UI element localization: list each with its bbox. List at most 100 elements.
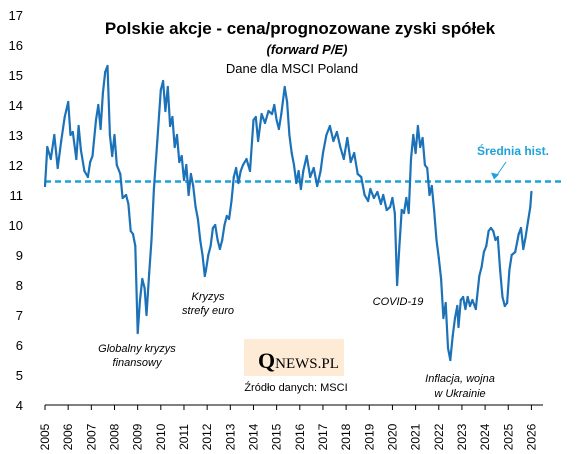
data-point xyxy=(196,217,199,221)
data-point xyxy=(209,244,212,248)
annotation-euro-crisis: Kryzys strefy euro xyxy=(182,291,234,317)
data-point xyxy=(150,238,153,242)
data-point xyxy=(423,163,426,167)
data-point xyxy=(141,277,144,281)
annotation-covid-line1: COVID-19 xyxy=(373,296,424,308)
data-point xyxy=(451,334,454,338)
annotation-financial-crisis: Globalny kryzys finansowy xyxy=(98,343,176,369)
data-point xyxy=(433,208,436,212)
data-point xyxy=(203,274,206,278)
data-point xyxy=(349,160,352,164)
data-point xyxy=(519,226,523,230)
data-point xyxy=(506,301,509,305)
data-point xyxy=(189,172,192,176)
data-point xyxy=(297,169,300,173)
series-points xyxy=(43,64,533,362)
data-point xyxy=(53,133,56,137)
data-point xyxy=(131,232,135,236)
data-point xyxy=(223,223,226,227)
data-point xyxy=(254,115,257,119)
source-note: Źródło danych: MSCI xyxy=(244,381,347,394)
data-point xyxy=(119,172,122,176)
data-point xyxy=(134,244,137,248)
y-tick-label-10: 10 xyxy=(9,218,23,233)
data-point xyxy=(421,136,424,140)
y-axis: 4 5 6 7 8 9 10 11 12 13 14 15 16 17 xyxy=(9,8,23,413)
data-point xyxy=(363,193,366,197)
annotation-inflation-war-line2: w Ukrainie xyxy=(434,388,485,400)
chart-title: Polskie akcje - cena/prognozowane zyski … xyxy=(105,19,496,38)
data-point xyxy=(277,127,280,131)
data-point xyxy=(180,154,183,158)
data-point xyxy=(106,64,109,68)
x-tick-label-2013: 2013 xyxy=(223,423,237,450)
data-point xyxy=(63,115,66,119)
data-point xyxy=(335,130,338,134)
y-tick-label-9: 9 xyxy=(16,248,23,263)
x-axis: 2005 2006 2007 2008 2009 2010 2011 2012 2013 2014… xyxy=(38,404,543,450)
data-point xyxy=(101,91,104,95)
average-label: Średnia hist. xyxy=(477,143,549,158)
data-point xyxy=(166,85,169,89)
data-point xyxy=(414,151,417,155)
data-point xyxy=(156,139,159,143)
data-point xyxy=(288,133,291,137)
data-point xyxy=(492,229,495,233)
data-point xyxy=(43,184,47,188)
data-point xyxy=(471,298,474,302)
data-point xyxy=(489,226,492,230)
data-point xyxy=(316,184,319,188)
data-point xyxy=(71,130,74,134)
x-tick-label-2015: 2015 xyxy=(270,423,284,450)
data-point xyxy=(275,118,278,122)
data-point xyxy=(346,136,349,140)
data-point xyxy=(453,316,457,320)
data-point xyxy=(75,157,78,161)
y-tick-label-4: 4 xyxy=(16,398,23,413)
data-point xyxy=(228,217,231,221)
data-point xyxy=(237,181,240,185)
data-point xyxy=(113,133,116,137)
data-point xyxy=(273,103,276,107)
data-point xyxy=(522,247,525,251)
data-point xyxy=(393,211,396,215)
data-point xyxy=(409,157,413,161)
data-point xyxy=(526,220,530,224)
data-point xyxy=(239,169,242,173)
data-point xyxy=(248,169,252,173)
data-point xyxy=(382,193,385,197)
data-point xyxy=(428,193,431,197)
logo-wordmark: NEWS.PL xyxy=(275,356,339,372)
data-point xyxy=(199,238,202,242)
data-point xyxy=(312,166,315,170)
data-point xyxy=(508,268,511,272)
data-point xyxy=(260,112,263,116)
data-point xyxy=(182,178,186,182)
x-tick-label-2018: 2018 xyxy=(339,423,353,450)
data-point xyxy=(241,163,245,167)
data-point xyxy=(496,235,499,239)
data-point xyxy=(376,190,379,194)
y-tick-label-8: 8 xyxy=(16,278,23,293)
data-point xyxy=(49,157,52,161)
data-point xyxy=(529,205,532,209)
series-line-pe xyxy=(43,64,533,362)
data-point xyxy=(127,202,130,206)
data-point xyxy=(503,304,506,308)
data-point xyxy=(367,199,370,203)
data-point xyxy=(416,124,419,128)
data-point xyxy=(232,175,235,179)
data-point xyxy=(201,253,204,257)
x-tick-label-2009: 2009 xyxy=(131,423,145,450)
data-point xyxy=(501,295,504,299)
data-point xyxy=(252,118,255,122)
data-point xyxy=(145,313,148,317)
data-point xyxy=(407,211,410,215)
data-point xyxy=(405,196,408,200)
data-point xyxy=(468,304,472,308)
qnews-logo: QNEWS.PL xyxy=(244,339,344,376)
data-point xyxy=(216,238,219,242)
data-point xyxy=(148,271,151,275)
data-point xyxy=(494,238,497,242)
data-point xyxy=(321,151,325,155)
